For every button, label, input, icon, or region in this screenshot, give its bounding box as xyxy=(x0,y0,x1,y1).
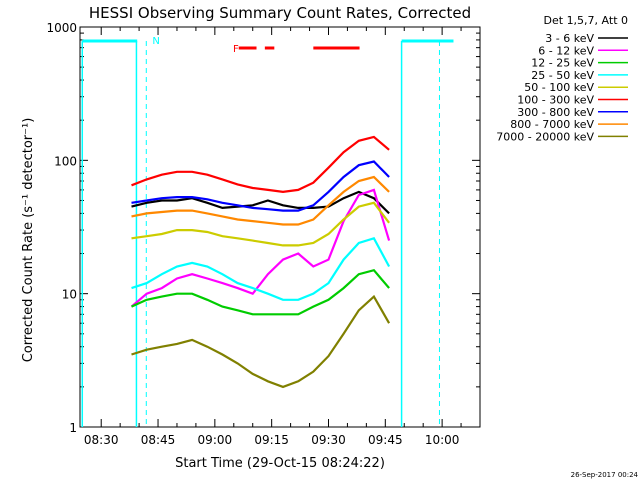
x-tick-label: 08:30 xyxy=(84,433,119,447)
x-tick-label: 08:45 xyxy=(141,433,176,447)
legend-label: 50 - 100 keV xyxy=(524,81,594,94)
legend-label: 25 - 50 keV xyxy=(531,69,594,82)
legend-label: 6 - 12 keV xyxy=(538,44,594,57)
legend-label: 100 - 300 keV xyxy=(517,94,594,107)
legend-header: Det 1,5,7, Att 0 xyxy=(544,14,628,27)
series-line-2 xyxy=(130,188,391,308)
x-tick-label: 09:00 xyxy=(198,433,233,447)
legend-label: 800 - 7000 keV xyxy=(510,118,594,131)
legend-label: 7000 - 20000 keV xyxy=(496,130,594,143)
legend-label: 3 - 6 keV xyxy=(545,32,594,45)
plot-frame xyxy=(79,26,481,428)
night-marker-label: N xyxy=(152,36,159,47)
x-tick-label: 09:30 xyxy=(311,433,346,447)
series-line-3 xyxy=(131,268,390,316)
series-line-7 xyxy=(131,160,390,212)
y-tick-label: 100 xyxy=(54,154,77,168)
x-axis-ticks: 08:30 08:45 09:00 09:15 09:30 09:45 10:00 xyxy=(84,27,481,447)
x-tick-label: 09:15 xyxy=(254,433,289,447)
y-axis-ticks: 1 10 100 1000 xyxy=(46,21,480,435)
series-line-6 xyxy=(131,135,390,194)
annotation-layer: NF xyxy=(81,36,454,427)
y-axis-label: Corrected Count Rate (s⁻¹ detector⁻¹) xyxy=(21,118,36,363)
x-tick-label: 09:45 xyxy=(368,433,403,447)
series-layer xyxy=(130,135,391,389)
series-line-5 xyxy=(131,201,390,247)
series-line-8 xyxy=(131,175,390,226)
chart-title: HESSI Observing Summary Count Rates, Cor… xyxy=(89,4,471,22)
x-axis-label: Start Time (29-Oct-15 08:24:22) xyxy=(175,456,385,471)
x-tick-label: 10:00 xyxy=(425,433,460,447)
legend-label: 12 - 25 keV xyxy=(531,57,594,70)
y-tick-label: 1000 xyxy=(46,21,77,35)
series-line-4 xyxy=(131,236,391,301)
y-tick-label: 1 xyxy=(69,421,77,435)
series-line-9 xyxy=(131,294,391,389)
series-line-1 xyxy=(131,190,390,215)
flare-marker-label: F xyxy=(233,44,239,55)
legend-label: 300 - 800 keV xyxy=(517,106,594,119)
corner-timestamp: 26-Sep-2017 00:24 xyxy=(571,471,639,479)
y-tick-label: 10 xyxy=(62,288,77,302)
